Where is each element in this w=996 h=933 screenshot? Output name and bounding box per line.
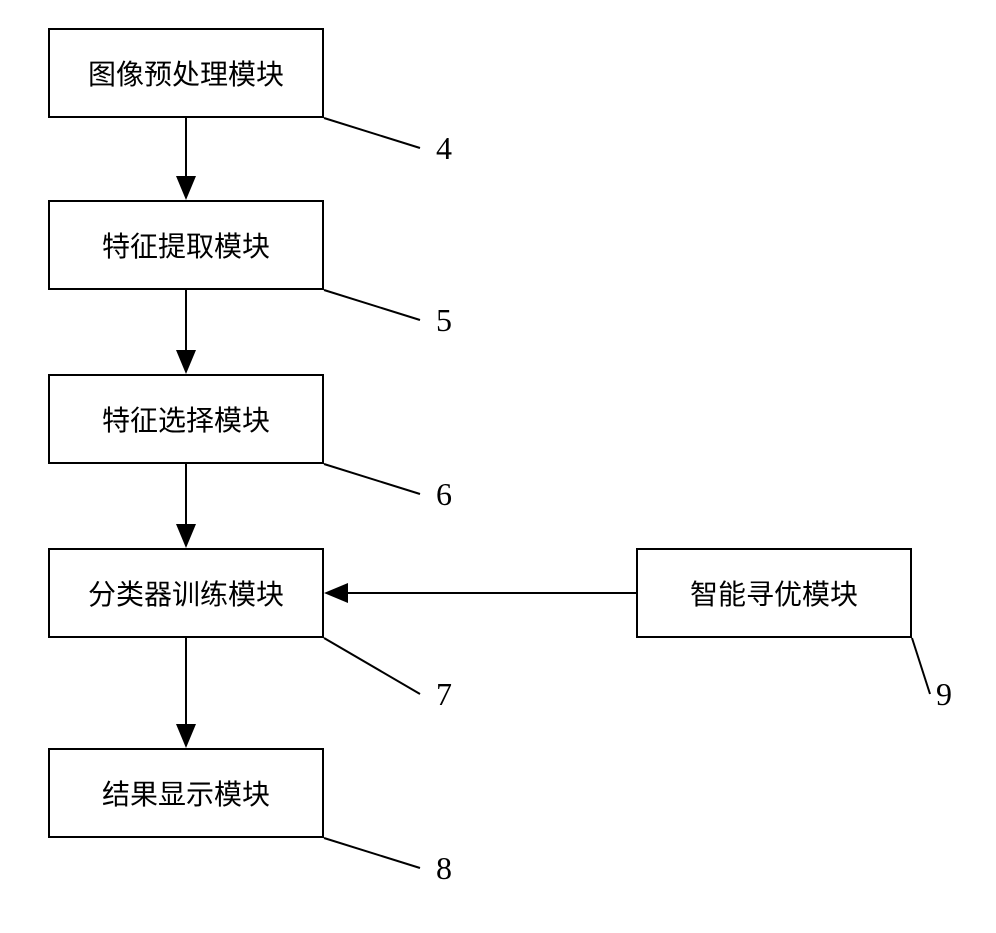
node-feature-selection: 特征选择模块 bbox=[48, 374, 324, 464]
node-label: 分类器训练模块 bbox=[88, 573, 284, 613]
annotation-6: 6 bbox=[436, 476, 452, 513]
leader-4 bbox=[324, 118, 420, 148]
leader-8 bbox=[324, 838, 420, 868]
node-classifier-training: 分类器训练模块 bbox=[48, 548, 324, 638]
leader-5 bbox=[324, 290, 420, 320]
node-label: 智能寻优模块 bbox=[690, 573, 858, 613]
leader-9 bbox=[912, 638, 930, 694]
leader-7 bbox=[324, 638, 420, 694]
node-preprocessing: 图像预处理模块 bbox=[48, 28, 324, 118]
node-label: 结果显示模块 bbox=[102, 773, 270, 813]
node-intelligent-optimization: 智能寻优模块 bbox=[636, 548, 912, 638]
annotation-5: 5 bbox=[436, 302, 452, 339]
node-result-display: 结果显示模块 bbox=[48, 748, 324, 838]
flowchart-diagram: 图像预处理模块 特征提取模块 特征选择模块 分类器训练模块 结果显示模块 智能寻… bbox=[0, 0, 996, 933]
annotation-8: 8 bbox=[436, 850, 452, 887]
annotation-9: 9 bbox=[936, 676, 952, 713]
node-feature-extraction: 特征提取模块 bbox=[48, 200, 324, 290]
node-label: 图像预处理模块 bbox=[88, 53, 284, 93]
node-label: 特征选择模块 bbox=[102, 399, 270, 439]
annotation-4: 4 bbox=[436, 130, 452, 167]
node-label: 特征提取模块 bbox=[102, 225, 270, 265]
annotation-7: 7 bbox=[436, 676, 452, 713]
leader-6 bbox=[324, 464, 420, 494]
